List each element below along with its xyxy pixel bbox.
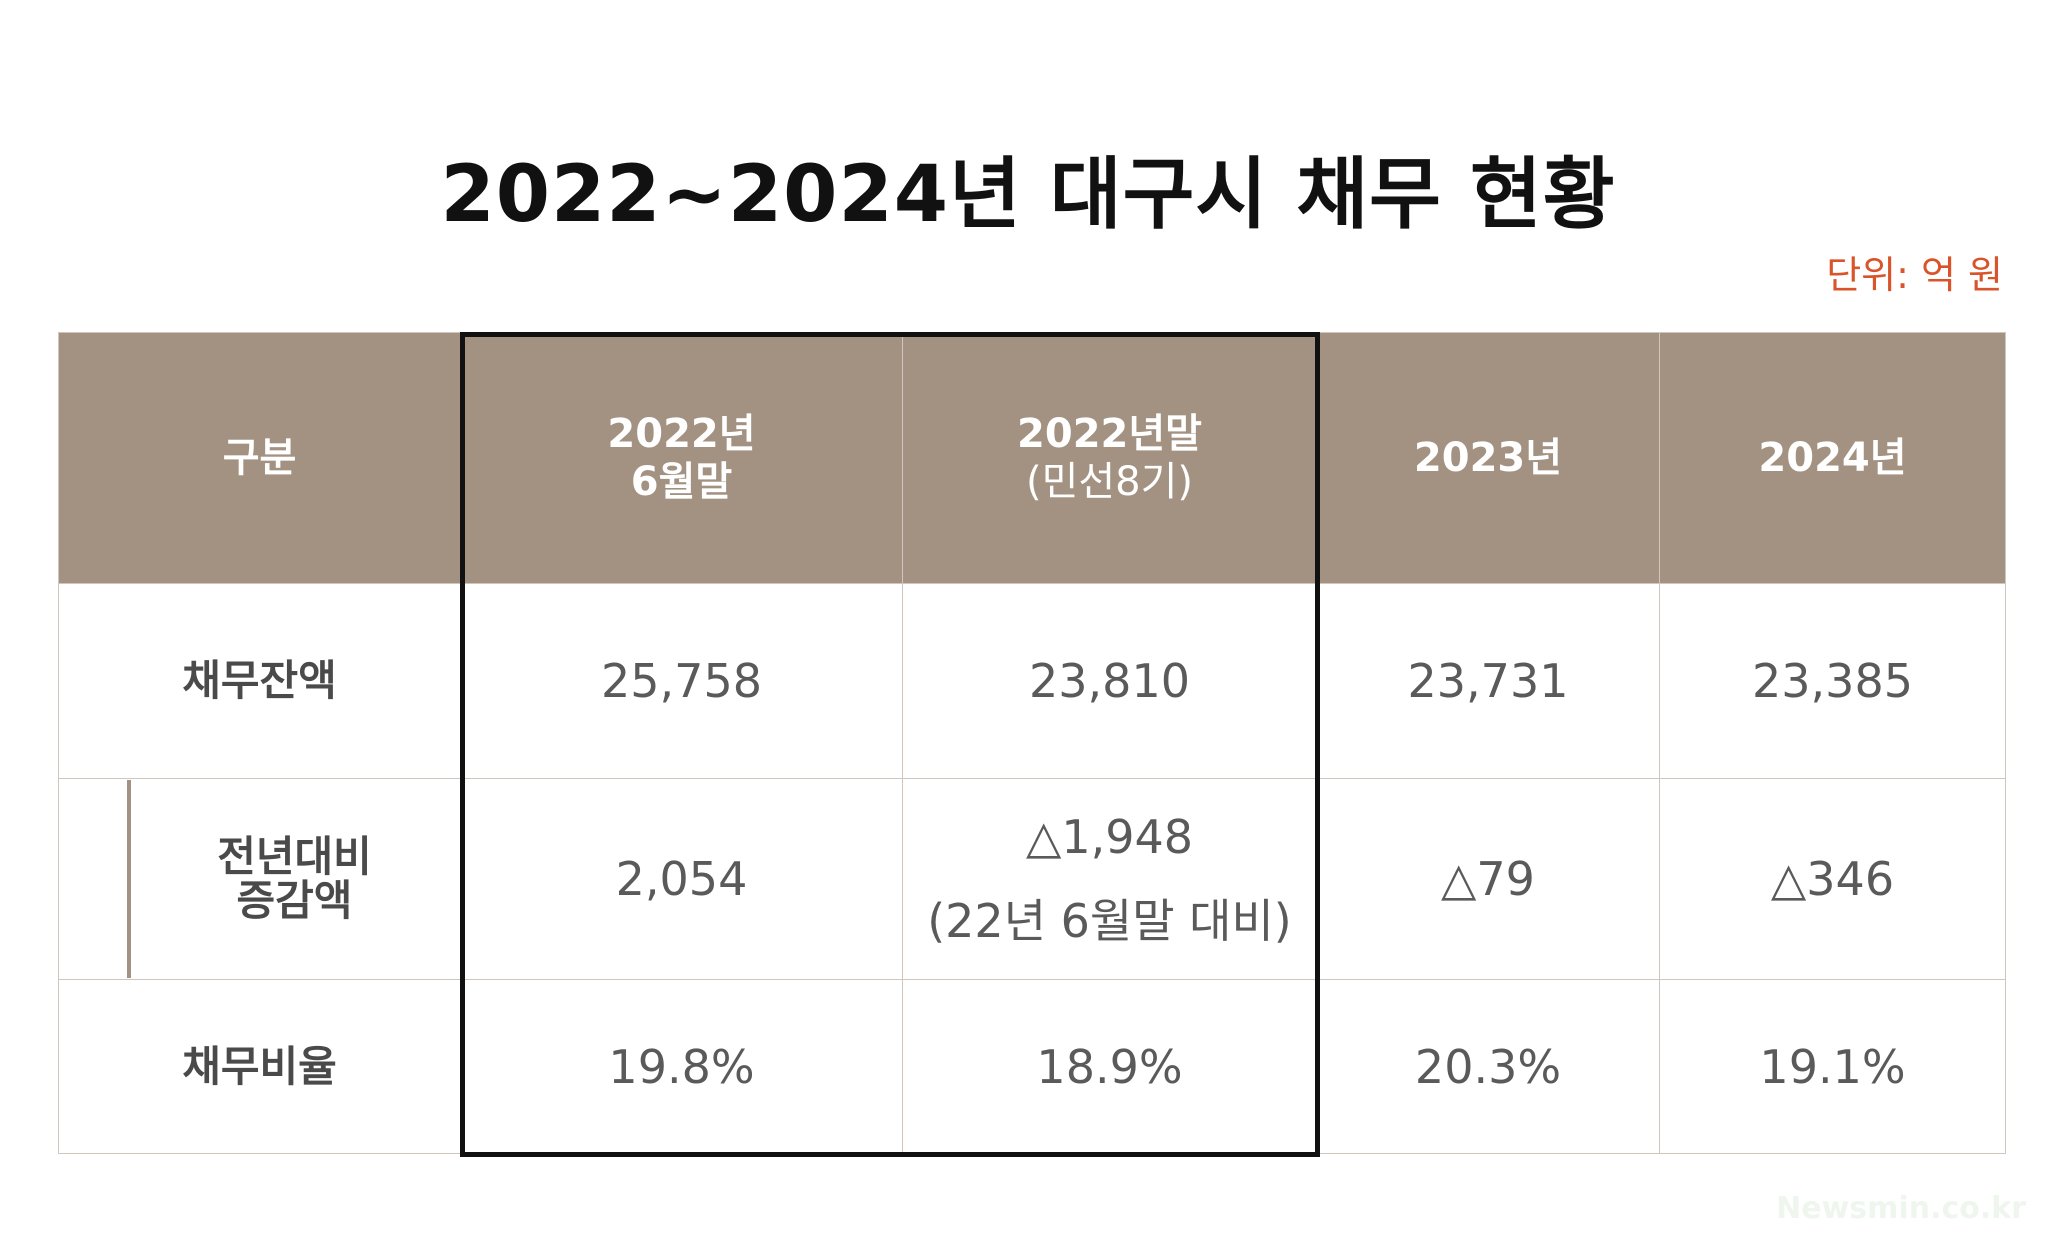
header-category: 구분 (58, 332, 461, 583)
cell-debt-balance-2024: 23,385 (1659, 583, 2006, 778)
value-debt-ratio-2022-end: 18.9% (1036, 1039, 1183, 1094)
cell-debt-balance-2022-june: 25,758 (461, 583, 902, 778)
unit-label: 단위: 억 원 (1826, 253, 2003, 297)
header-2022-june-line1: 2022년 (607, 410, 756, 457)
debt-table: 구분 2022년 6월말 2022년말 (민선8기) 2023년 2024년 채… (58, 332, 2006, 1157)
header-2022-end-line1: 2022년말 (1017, 410, 1202, 457)
value-debt-ratio-2022-june: 19.8% (608, 1039, 755, 1094)
cell-debt-balance-2023: 23,731 (1317, 583, 1659, 778)
header-2024: 2024년 (1659, 332, 2006, 583)
cell-yoy-change-2022-june: 2,054 (461, 778, 902, 979)
value-debt-balance-2023: 23,731 (1407, 653, 1569, 708)
header-2022-june-line2: 6월말 (630, 458, 733, 505)
cell-debt-ratio-2024: 19.1% (1659, 979, 2006, 1154)
cell-debt-balance-2022-end: 23,810 (902, 583, 1317, 778)
value-yoy-change-2023: △79 (1441, 851, 1535, 906)
cell-yoy-change-2023: △79 (1317, 778, 1659, 979)
header-category-label: 구분 (222, 434, 297, 481)
table-row-label-debt-balance: 채무잔액 (58, 583, 461, 778)
header-2022-end: 2022년말 (민선8기) (902, 332, 1317, 583)
value-yoy-change-2022-end: △1,948 (1025, 809, 1194, 864)
cell-debt-ratio-2023: 20.3% (1317, 979, 1659, 1154)
value-yoy-change-2022-june: 2,054 (615, 851, 748, 906)
watermark: Newsmin.co.kr (1776, 1191, 2026, 1226)
column-divider-2 (902, 332, 903, 1154)
value-debt-balance-2022-june: 25,758 (601, 653, 762, 708)
value-debt-balance-2022-end: 23,810 (1029, 653, 1190, 708)
row-label-yoy-change-line2: 증감액 (236, 875, 353, 925)
cell-yoy-change-2024: △346 (1659, 778, 2006, 979)
table-row-label-yoy-change: 전년대비 증감액 (128, 778, 461, 979)
table-left-border (58, 332, 59, 1154)
cell-yoy-change-2022-end: △1,948 (22년 6월말 대비) (902, 778, 1317, 979)
sub-row-accent-bar (127, 780, 131, 978)
row-label-yoy-change-line1: 전년대비 (217, 831, 372, 881)
table-right-border (2005, 332, 2006, 1154)
row-label-debt-ratio: 채무비율 (182, 1041, 337, 1091)
row2-bottom-border (58, 979, 2006, 980)
header-2024-label: 2024년 (1758, 434, 1907, 481)
value-yoy-change-2022-end-note: (22년 6월말 대비) (927, 893, 1292, 948)
column-divider-4 (1659, 332, 1660, 1154)
header-2023-label: 2023년 (1413, 434, 1563, 481)
value-debt-ratio-2023: 20.3% (1414, 1039, 1562, 1094)
value-yoy-change-2024: △346 (1770, 851, 1895, 906)
chart-title: 2022~2024년 대구시 채무 현황 (440, 150, 1616, 240)
row-label-debt-balance: 채무잔액 (182, 655, 337, 705)
cell-debt-ratio-2022-end: 18.9% (902, 979, 1317, 1154)
header-bottom-border (58, 583, 2006, 584)
header-2023: 2023년 (1317, 332, 1659, 583)
cell-debt-ratio-2022-june: 19.8% (461, 979, 902, 1154)
header-2022-june: 2022년 6월말 (461, 332, 902, 583)
highlight-box-2022-columns (460, 332, 1320, 1157)
value-debt-ratio-2024: 19.1% (1759, 1039, 1906, 1094)
row1-bottom-border (58, 778, 2006, 779)
value-debt-balance-2024: 23,385 (1752, 653, 1913, 708)
table-row-label-debt-ratio: 채무비율 (58, 979, 461, 1154)
header-2022-end-line2: (민선8기) (1025, 458, 1194, 505)
